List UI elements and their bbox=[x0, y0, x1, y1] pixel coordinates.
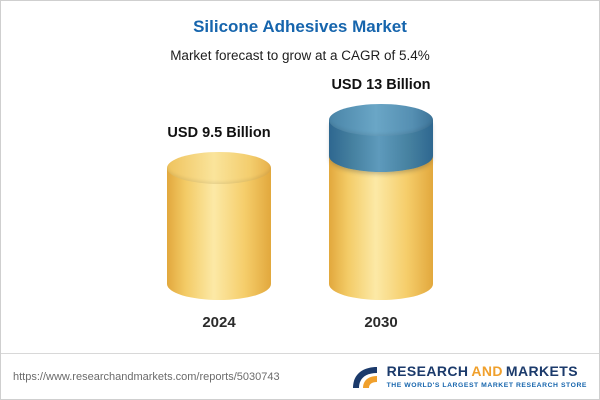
logo-word-markets: MARKETS bbox=[505, 363, 578, 380]
bar-group-2024: USD 9.5 Billion 2024 bbox=[167, 125, 271, 331]
cylinder-top-ellipse bbox=[329, 104, 433, 136]
logo-wordmark: RESEARCH AND MARKETS bbox=[387, 364, 581, 379]
logo-tagline: THE WORLD'S LARGEST MARKET RESEARCH STOR… bbox=[386, 381, 587, 389]
brand-logo: RESEARCH AND MARKETS THE WORLD'S LARGEST M… bbox=[350, 364, 587, 390]
logo-word-and: AND bbox=[471, 363, 503, 380]
logo-text: RESEARCH AND MARKETS THE WORLD'S LARGEST M… bbox=[386, 364, 587, 389]
cylinder-body-yellow bbox=[167, 168, 271, 300]
x-axis-label-2024: 2024 bbox=[202, 314, 236, 331]
report-url: https://www.researchandmarkets.com/repor… bbox=[13, 370, 280, 383]
page-title: Silicone Adhesives Market bbox=[193, 17, 407, 36]
bar-value-label-2024: USD 9.5 Billion bbox=[167, 125, 271, 141]
header: Silicone Adhesives Market Market forecas… bbox=[1, 1, 599, 63]
bar-value-label-2030: USD 13 Billion bbox=[331, 77, 431, 93]
x-axis-label-2030: 2030 bbox=[364, 314, 398, 331]
bar-chart: USD 9.5 Billion 2024 USD 13 Billion 2030 bbox=[1, 69, 599, 331]
bar-cylinder-2030 bbox=[329, 104, 433, 300]
logo-word-research: RESEARCH bbox=[386, 363, 469, 380]
cylinder-top-ellipse bbox=[167, 152, 271, 184]
bar-cylinder-2024 bbox=[167, 152, 271, 300]
bar-group-2030: USD 13 Billion 2030 bbox=[329, 77, 433, 331]
footer: https://www.researchandmarkets.com/repor… bbox=[1, 353, 599, 399]
logo-mark-icon bbox=[352, 366, 377, 388]
cylinder-segment-yellow bbox=[329, 156, 433, 300]
page-subtitle: Market forecast to grow at a CAGR of 5.4… bbox=[170, 48, 430, 63]
